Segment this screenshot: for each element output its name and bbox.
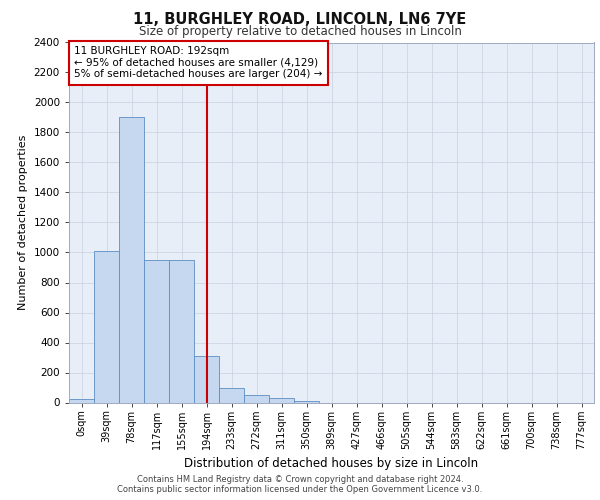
Bar	[69, 399, 94, 402]
Bar	[219, 388, 244, 402]
Bar	[294, 401, 319, 402]
Text: Contains HM Land Registry data © Crown copyright and database right 2024.
Contai: Contains HM Land Registry data © Crown c…	[118, 474, 482, 494]
Bar	[169, 260, 194, 402]
Bar	[269, 398, 294, 402]
Bar	[94, 251, 119, 402]
Text: 11, BURGHLEY ROAD, LINCOLN, LN6 7YE: 11, BURGHLEY ROAD, LINCOLN, LN6 7YE	[133, 12, 467, 28]
Bar	[194, 356, 219, 403]
Y-axis label: Number of detached properties: Number of detached properties	[18, 135, 28, 310]
Bar	[119, 118, 144, 403]
X-axis label: Distribution of detached houses by size in Lincoln: Distribution of detached houses by size …	[184, 458, 479, 470]
Text: Size of property relative to detached houses in Lincoln: Size of property relative to detached ho…	[139, 25, 461, 38]
Bar	[144, 260, 169, 402]
Text: 11 BURGHLEY ROAD: 192sqm
← 95% of detached houses are smaller (4,129)
5% of semi: 11 BURGHLEY ROAD: 192sqm ← 95% of detach…	[74, 46, 323, 80]
Bar	[244, 395, 269, 402]
